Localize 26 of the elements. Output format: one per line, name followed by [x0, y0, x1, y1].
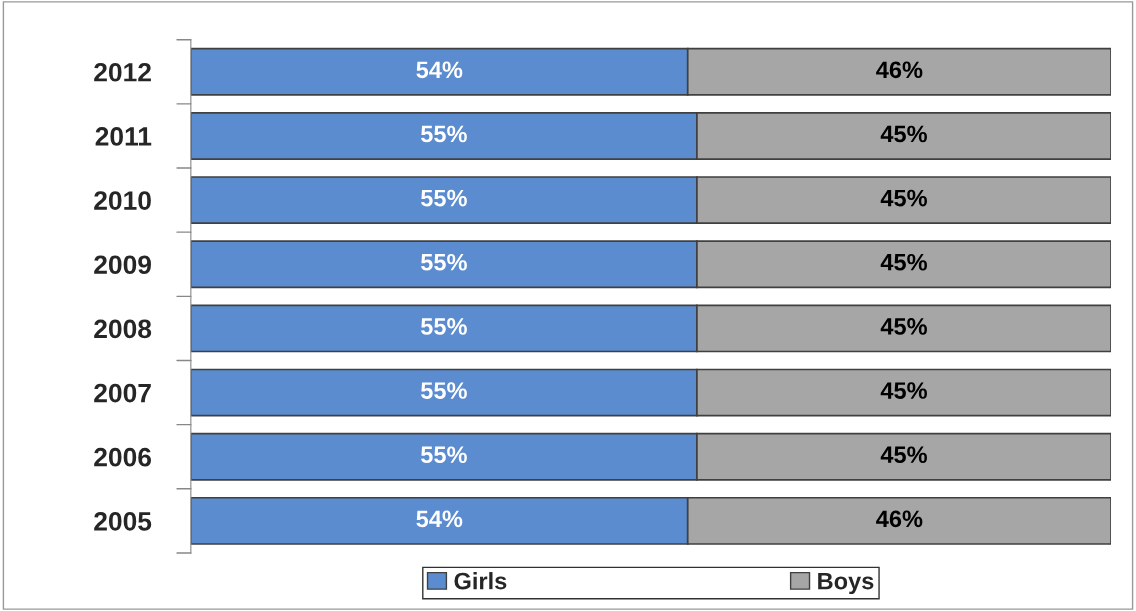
data-label: 55%	[420, 382, 467, 399]
legend-label: Girls	[454, 572, 507, 590]
data-label: 45%	[880, 318, 927, 335]
y-tick-label: 2012	[94, 62, 151, 82]
data-label: 46%	[876, 61, 923, 79]
data-label: 54%	[416, 510, 463, 528]
legend-label: Boys	[818, 572, 874, 595]
y-tick-label: 2008	[94, 319, 152, 339]
data-label: 45%	[880, 382, 927, 399]
y-tick-label: 2007	[94, 383, 151, 403]
data-label: 55%	[420, 253, 467, 271]
data-label: 46%	[876, 510, 923, 528]
data-label: 45%	[880, 125, 927, 143]
data-label: 54%	[416, 61, 463, 79]
data-label: 55%	[420, 446, 467, 464]
data-label: 45%	[880, 189, 927, 207]
data-label: 45%	[880, 253, 927, 271]
y-tick-label: 2005	[94, 512, 152, 531]
data-label: 55%	[420, 189, 467, 207]
data-label: 55%	[420, 318, 467, 335]
data-label: 55%	[420, 125, 467, 143]
y-tick-label: 2006	[94, 447, 152, 467]
y-tick-label: 2010	[94, 191, 151, 210]
y-tick-label: 2009	[94, 255, 151, 275]
data-label: 45%	[880, 446, 927, 464]
y-tick-label: 2011	[95, 127, 152, 146]
